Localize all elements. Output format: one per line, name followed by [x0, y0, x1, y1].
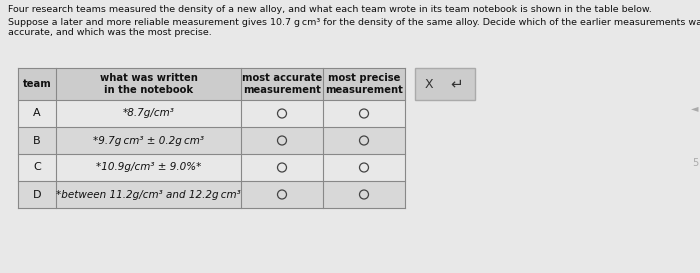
Text: *between 11.2g/cm³ and 12.2g cm³: *between 11.2g/cm³ and 12.2g cm³ — [56, 189, 241, 200]
Bar — [18, 154, 405, 181]
Text: X: X — [425, 78, 433, 91]
Text: D: D — [33, 189, 41, 200]
Text: C: C — [33, 162, 41, 173]
Text: team: team — [22, 79, 51, 89]
Text: B: B — [33, 135, 41, 146]
Text: accurate, and which was the most precise.: accurate, and which was the most precise… — [8, 28, 211, 37]
Text: what was written
in the notebook: what was written in the notebook — [99, 73, 197, 95]
Bar — [18, 127, 405, 154]
Text: ◄: ◄ — [690, 103, 698, 113]
Text: ↵: ↵ — [451, 76, 463, 91]
Text: Four research teams measured the density of a new alloy, and what each team wrot: Four research teams measured the density… — [8, 5, 652, 14]
Text: *9.7g cm³ ± 0.2g cm³: *9.7g cm³ ± 0.2g cm³ — [93, 135, 204, 146]
Bar — [18, 181, 405, 208]
Text: most precise
measurement: most precise measurement — [325, 73, 403, 95]
Text: *10.9g/cm³ ± 9.0%*: *10.9g/cm³ ± 9.0%* — [96, 162, 201, 173]
Bar — [18, 100, 405, 127]
Text: A: A — [33, 108, 41, 118]
Text: most accurate
measurement: most accurate measurement — [242, 73, 322, 95]
Bar — [415, 68, 475, 100]
Text: Suppose a later and more reliable measurement gives 10.7 g cm³ for the density o: Suppose a later and more reliable measur… — [8, 18, 700, 27]
Bar — [18, 68, 405, 100]
Text: 5: 5 — [692, 158, 698, 168]
Text: *8.7g/cm³: *8.7g/cm³ — [122, 108, 174, 118]
